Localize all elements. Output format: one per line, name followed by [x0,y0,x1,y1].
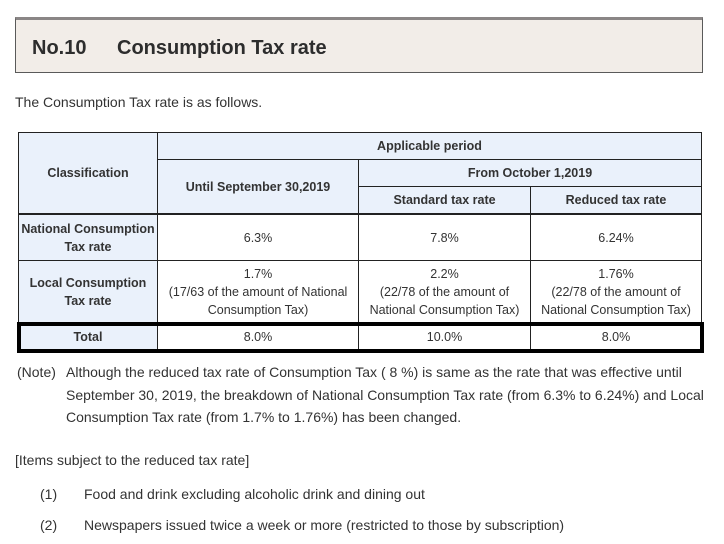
table-row-local: Local Consumption Tax rate 1.7% (17/63 of … [18,260,702,324]
note-tag: (Note) [17,364,56,380]
cell-reduced: 1.76% (22/78 of the amount of National Con… [530,260,702,324]
tax-rate-table: Classification Applicable period Until S… [16,132,704,353]
cell-standard: 2.2% (22/78 of the amount of National Cons… [358,260,531,324]
item-number: (2) [40,517,58,533]
header-standard-rate: Standard tax rate [358,186,531,215]
table-row-total: Total 8.0% 10.0% 8.0% [16,321,704,353]
page-title: Consumption Tax rate [117,37,327,59]
list-item: (1) Food and drink excluding alcoholic dr… [40,486,425,502]
items-heading: [Items subject to the reduced tax rate] [15,452,250,468]
item-text: Food and drink excluding alcoholic drink… [84,486,425,502]
header-until: Until September 30,2019 [157,159,359,215]
cell-standard: 7.8% [358,213,531,261]
header-reduced-rate: Reduced tax rate [530,186,702,215]
header-classification: Classification [18,132,158,215]
item-number: (1) [40,486,58,502]
list-item: (2) Newspapers issued twice a week or mor… [40,517,564,533]
item-text: Newspapers issued twice a week or more (… [84,517,565,533]
row-label-total: Total [18,323,158,351]
cell-reduced: 6.24% [530,213,702,261]
row-label: National Consumption Tax rate [18,213,158,261]
header-applicable-period: Applicable period [157,132,702,160]
cell-standard-total: 10.0% [358,323,531,351]
cell-until-total: 8.0% [157,323,359,351]
note-text: Although the reduced tax rate of Consump… [66,364,704,425]
cell-reduced-total: 8.0% [530,323,702,351]
note: (Note) Although the reduced tax rate of … [17,361,707,429]
table-row-national: National Consumption Tax rate 6.3% 7.8% 6… [18,213,702,261]
header-from: From October 1,2019 [358,159,702,187]
section-number: No.10 [32,37,87,59]
cell-until: 6.3% [157,213,359,261]
row-label: Local Consumption Tax rate [18,260,158,324]
page-title-box: No.10 Consumption Tax rate [15,17,703,73]
cell-until: 1.7% (17/63 of the amount of National Cons… [157,260,359,324]
intro-text: The Consumption Tax rate is as follows. [15,94,263,110]
